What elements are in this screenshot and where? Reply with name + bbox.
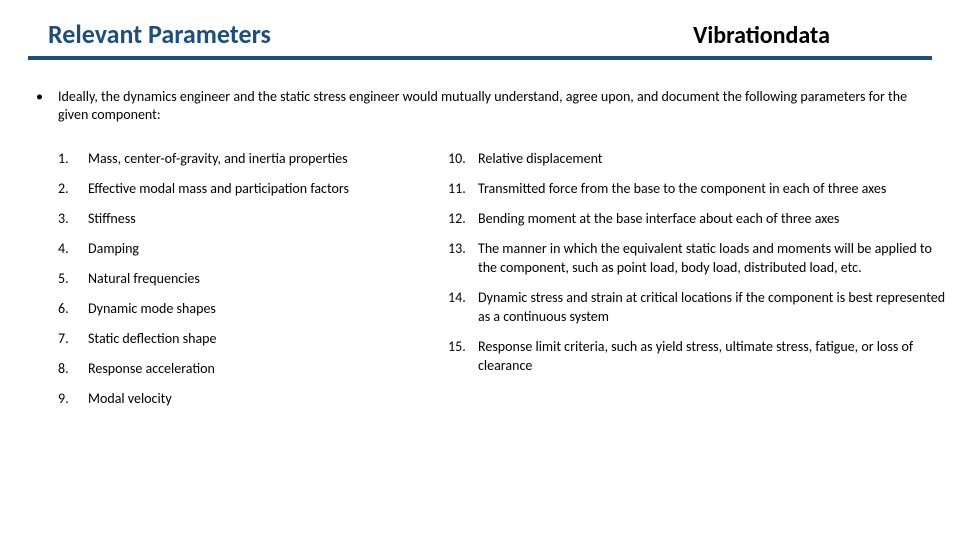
- list-text: Response acceleration: [88, 360, 428, 379]
- list-number: 3.: [58, 210, 88, 229]
- list-item: 2.Effective modal mass and participation…: [58, 180, 428, 199]
- header: Relevant Parameters Vibrationdata: [28, 18, 932, 60]
- list-text: Transmitted force from the base to the c…: [478, 180, 948, 199]
- slide-body: • Ideally, the dynamics engineer and the…: [28, 60, 932, 419]
- list-text: Relative displacement: [478, 150, 948, 169]
- intro-text: Ideally, the dynamics engineer and the s…: [58, 88, 924, 124]
- list-number: 1.: [58, 150, 88, 169]
- list-text: Natural frequencies: [88, 270, 428, 289]
- list-number: 13.: [448, 240, 478, 278]
- list-number: 5.: [58, 270, 88, 289]
- list-item: 6.Dynamic mode shapes: [58, 300, 428, 319]
- list-text: Stiffness: [88, 210, 428, 229]
- list-number: 6.: [58, 300, 88, 319]
- list-text: Modal velocity: [88, 390, 428, 409]
- slide-title: Relevant Parameters: [48, 18, 271, 50]
- list-item: 8.Response acceleration: [58, 360, 428, 379]
- list-text: Response limit criteria, such as yield s…: [478, 338, 948, 376]
- list-text: Dynamic mode shapes: [88, 300, 428, 319]
- list-item: 12.Bending moment at the base interface …: [448, 210, 948, 229]
- list-number: 7.: [58, 330, 88, 349]
- list-number: 2.: [58, 180, 88, 199]
- list-item: 7.Static deflection shape: [58, 330, 428, 349]
- list-item: 13.The manner in which the equivalent st…: [448, 240, 948, 278]
- list-text: The manner in which the equivalent stati…: [478, 240, 948, 278]
- list-number: 9.: [58, 390, 88, 409]
- list-item: 15.Response limit criteria, such as yiel…: [448, 338, 948, 376]
- list-text: Bending moment at the base interface abo…: [478, 210, 948, 229]
- left-column: 1.Mass, center-of-gravity, and inertia p…: [58, 150, 428, 419]
- list-text: Damping: [88, 240, 428, 259]
- slide: Relevant Parameters Vibrationdata • Idea…: [0, 0, 960, 439]
- list-number: 11.: [448, 180, 478, 199]
- brand-label: Vibrationdata: [693, 21, 920, 50]
- list-item: 4.Damping: [58, 240, 428, 259]
- list-item: 9.Modal velocity: [58, 390, 428, 409]
- list-number: 12.: [448, 210, 478, 229]
- list-text: Mass, center-of-gravity, and inertia pro…: [88, 150, 428, 169]
- right-column: 10. Relative displacement11.Transmitted …: [448, 150, 948, 419]
- list-text: Static deflection shape: [88, 330, 428, 349]
- list-item: 10. Relative displacement: [448, 150, 948, 169]
- list-number: 8.: [58, 360, 88, 379]
- list-item: 14.Dynamic stress and strain at critical…: [448, 289, 948, 327]
- list-text: Dynamic stress and strain at critical lo…: [478, 289, 948, 327]
- list-number: 14.: [448, 289, 478, 327]
- list-number: 15.: [448, 338, 478, 376]
- list-number: 4.: [58, 240, 88, 259]
- list-number: 10.: [448, 150, 478, 169]
- bullet-marker: •: [36, 88, 58, 124]
- list-text: Effective modal mass and participation f…: [88, 180, 428, 199]
- list-item: 11.Transmitted force from the base to th…: [448, 180, 948, 199]
- list-item: 3.Stiffness: [58, 210, 428, 229]
- intro-bullet: • Ideally, the dynamics engineer and the…: [36, 88, 924, 124]
- list-item: 1.Mass, center-of-gravity, and inertia p…: [58, 150, 428, 169]
- list-item: 5.Natural frequencies: [58, 270, 428, 289]
- columns: 1.Mass, center-of-gravity, and inertia p…: [36, 150, 924, 419]
